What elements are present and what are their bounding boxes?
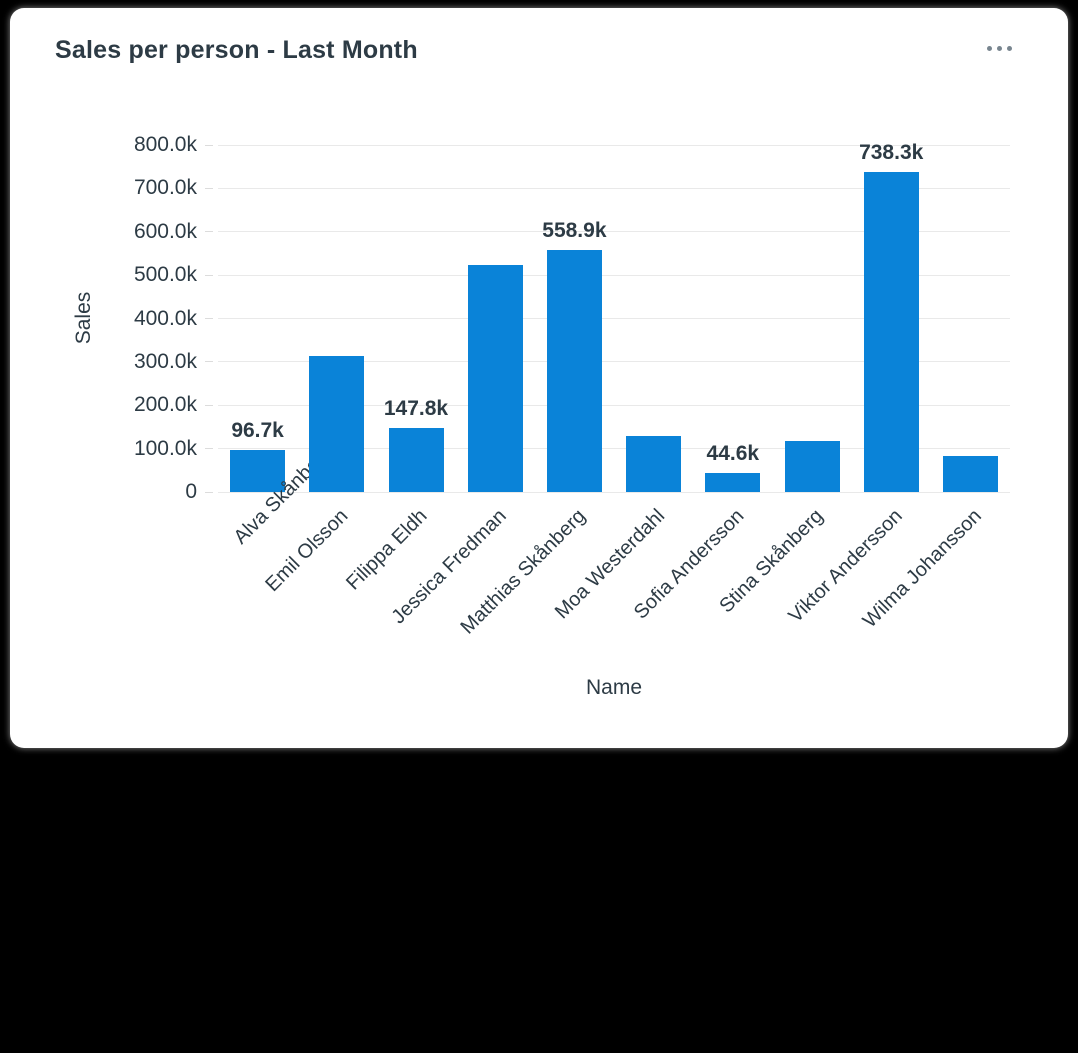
bar-alva-sk-nberg[interactable] bbox=[230, 450, 286, 492]
bar-value-label: 147.8k bbox=[383, 396, 449, 420]
x-axis-category-label: Sofia Andersson bbox=[629, 505, 749, 624]
bar-emil-olsson[interactable] bbox=[309, 356, 365, 492]
plot-area: Name 0 100.0k 200.0k 300.0k 400.0k 500.0k 600.… bbox=[134, 133, 1010, 699]
y-axis-tick bbox=[205, 187, 213, 189]
y-axis-tick bbox=[205, 404, 213, 406]
y-axis-tick bbox=[205, 144, 213, 146]
bar-matthias-sk-nberg[interactable] bbox=[546, 249, 602, 492]
gridline bbox=[218, 274, 1010, 276]
ellipsis-dot bbox=[997, 46, 1002, 51]
chart-card: Sales per person - Last Month Sales Name… bbox=[10, 8, 1068, 748]
y-axis-tick bbox=[205, 491, 213, 493]
bar-value-label: 558.9k bbox=[542, 218, 607, 242]
y-axis-tick bbox=[205, 448, 213, 450]
y-axis-tick-label: 500.0k bbox=[133, 263, 197, 287]
gridline bbox=[218, 361, 1010, 363]
x-axis-category-label: Alva Skånberg bbox=[229, 441, 338, 549]
more-options-button[interactable] bbox=[977, 38, 1022, 59]
x-axis-title: Name bbox=[585, 676, 643, 699]
y-axis-tick-label: 0 bbox=[185, 480, 197, 503]
bar-filippa-eldh[interactable] bbox=[388, 427, 444, 492]
chart-title: Sales per person - Last Month bbox=[55, 36, 418, 64]
gridline bbox=[218, 491, 1010, 493]
gridline bbox=[218, 144, 1010, 146]
y-axis-tick bbox=[205, 231, 213, 233]
y-axis-tick-label: 400.0k bbox=[133, 306, 197, 330]
bar-value-label: 44.6k bbox=[706, 441, 760, 465]
bar-moa-westerdahl[interactable] bbox=[626, 435, 682, 492]
gridline bbox=[218, 448, 1010, 450]
bar-stina-sk-nberg[interactable] bbox=[784, 440, 840, 492]
ellipsis-dot bbox=[987, 46, 992, 51]
ellipsis-icon bbox=[987, 46, 1012, 51]
y-axis-tick bbox=[205, 361, 213, 363]
y-axis-tick bbox=[205, 318, 213, 319]
x-axis-category-label: Filippa Eldh bbox=[342, 505, 432, 595]
gridline bbox=[218, 318, 1010, 319]
y-axis-tick-label: 300.0k bbox=[133, 349, 197, 373]
y-axis-tick-label: 600.0k bbox=[133, 219, 197, 243]
gridline bbox=[218, 231, 1010, 233]
bar-jessica-fredman[interactable] bbox=[467, 265, 523, 492]
y-axis-tick-label: 700.0k bbox=[133, 176, 197, 200]
bar-value-label: 96.7k bbox=[231, 419, 284, 443]
y-axis-tick-label: 100.0k bbox=[133, 436, 197, 460]
bar-sofia-andersson[interactable] bbox=[705, 472, 761, 492]
y-axis-tick-label: 200.0k bbox=[133, 393, 197, 417]
bar-wilma-johansson[interactable] bbox=[942, 456, 998, 492]
bar-value-label: 738.3k bbox=[859, 140, 924, 164]
y-axis-tick-label: 800.0k bbox=[133, 133, 197, 156]
y-axis-tick bbox=[205, 274, 213, 276]
gridline bbox=[218, 404, 1010, 406]
bar-viktor-andersson[interactable] bbox=[863, 171, 919, 492]
gridline bbox=[218, 187, 1010, 189]
y-axis-title: Sales bbox=[72, 291, 95, 345]
ellipsis-dot bbox=[1007, 46, 1012, 51]
